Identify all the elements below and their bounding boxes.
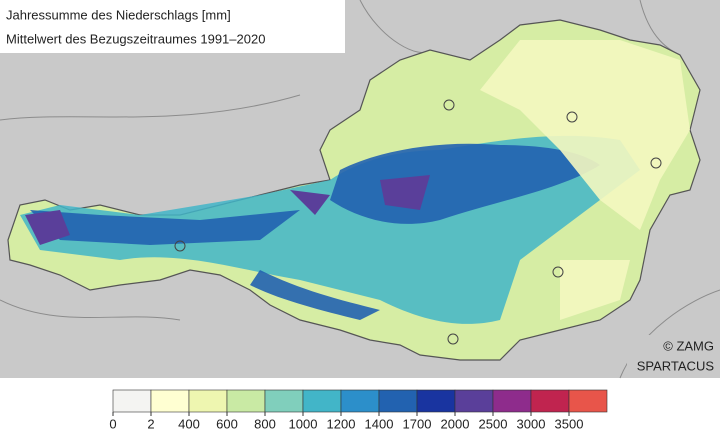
legend-tick-label: 600 <box>216 416 238 431</box>
legend-swatch <box>568 389 608 413</box>
credit: SPARTACUS <box>637 358 715 373</box>
legend-tick-label: 2 <box>147 416 154 431</box>
legend-tick-label: 2000 <box>441 416 470 431</box>
legend-swatch <box>378 389 418 413</box>
city-marker <box>443 99 455 111</box>
city-marker <box>566 111 578 123</box>
legend-swatch <box>226 389 266 413</box>
legend-swatch <box>340 389 380 413</box>
dry-zone <box>480 40 690 320</box>
map-subtitle: Mittelwert des Bezugszeitraumes 1991–202… <box>6 31 265 46</box>
legend-swatch <box>416 389 456 413</box>
legend-swatch <box>530 389 570 413</box>
legend-tick-label: 0 <box>109 416 116 431</box>
alpine-zone <box>30 143 600 320</box>
legend-tick-label: 3000 <box>517 416 546 431</box>
legend-tick-label: 3500 <box>555 416 584 431</box>
title-box <box>0 0 345 53</box>
peak-zone <box>25 175 430 245</box>
legend-swatch <box>302 389 342 413</box>
legend-tick-label: 1200 <box>327 416 356 431</box>
legend: 0 2 400 600 800 1000 1200 1400 1700 2000 2500 3000 3… <box>109 389 608 431</box>
credit-box <box>627 335 720 378</box>
city-markers <box>174 99 662 345</box>
legend-swatch <box>454 389 494 413</box>
legend-swatch <box>188 389 228 413</box>
legend-tick-label: 1400 <box>365 416 394 431</box>
legend-swatch <box>150 389 190 413</box>
map-title: Jahressumme des Niederschlags [mm] <box>6 7 231 22</box>
neighbor-borders <box>0 0 720 379</box>
city-marker <box>174 240 186 252</box>
legend-swatch <box>264 389 304 413</box>
city-marker <box>447 333 459 345</box>
legend-tick-label: 800 <box>254 416 276 431</box>
legend-swatch <box>492 389 532 413</box>
legend-tick-label: 1700 <box>403 416 432 431</box>
credit: © ZAMG <box>663 338 714 353</box>
legend-tick-label: 1000 <box>289 416 318 431</box>
city-marker <box>650 157 662 169</box>
border-line <box>0 0 720 379</box>
legend-tick-label: 2500 <box>479 416 508 431</box>
city-marker <box>552 266 564 278</box>
legend-swatch <box>112 389 152 413</box>
legend-tick-label: 400 <box>178 416 200 431</box>
